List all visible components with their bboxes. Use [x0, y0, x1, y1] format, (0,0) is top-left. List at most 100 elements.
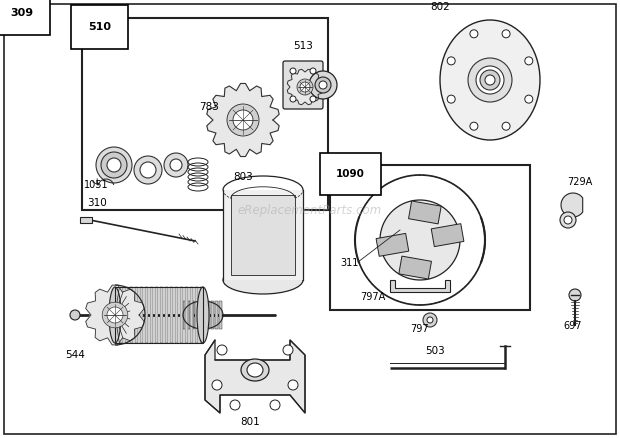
Bar: [219, 301, 221, 329]
Ellipse shape: [241, 359, 269, 381]
Bar: [223, 190, 303, 280]
Bar: [399, 256, 432, 279]
Circle shape: [476, 66, 504, 94]
Bar: [180, 287, 183, 343]
Circle shape: [319, 81, 327, 89]
Text: 309: 309: [10, 8, 33, 18]
Circle shape: [447, 57, 455, 65]
Polygon shape: [205, 340, 305, 413]
Text: 801: 801: [240, 417, 260, 427]
Circle shape: [300, 82, 310, 92]
Text: 1051: 1051: [84, 180, 108, 190]
Bar: [130, 287, 133, 343]
Circle shape: [96, 147, 132, 183]
Bar: [211, 301, 213, 329]
Circle shape: [104, 155, 124, 175]
Polygon shape: [561, 193, 583, 217]
Text: 310: 310: [87, 198, 107, 208]
Circle shape: [423, 313, 437, 327]
Bar: [215, 301, 218, 329]
Circle shape: [217, 345, 227, 355]
Bar: [376, 233, 409, 256]
Ellipse shape: [247, 363, 263, 377]
Ellipse shape: [223, 266, 303, 294]
Circle shape: [502, 122, 510, 130]
Circle shape: [470, 122, 478, 130]
Bar: [170, 287, 173, 343]
Circle shape: [480, 70, 500, 90]
Bar: [125, 287, 128, 343]
Bar: [165, 287, 168, 343]
Circle shape: [564, 216, 572, 224]
Circle shape: [502, 30, 510, 38]
Bar: [82, 18, 328, 210]
Polygon shape: [207, 84, 279, 156]
Circle shape: [270, 400, 280, 410]
Bar: [231, 195, 295, 275]
Circle shape: [569, 289, 581, 301]
Bar: [409, 201, 441, 224]
Bar: [330, 165, 530, 310]
Circle shape: [297, 79, 313, 95]
Circle shape: [525, 57, 533, 65]
Bar: [203, 301, 205, 329]
Bar: [191, 301, 193, 329]
Circle shape: [233, 110, 253, 130]
Text: 803: 803: [233, 172, 253, 182]
Circle shape: [315, 77, 331, 93]
Bar: [195, 301, 198, 329]
Circle shape: [427, 317, 433, 323]
Text: 729A: 729A: [567, 177, 592, 187]
Circle shape: [310, 96, 316, 102]
Circle shape: [212, 380, 222, 390]
Circle shape: [283, 345, 293, 355]
Bar: [200, 287, 203, 343]
Bar: [175, 287, 178, 343]
Text: 503: 503: [425, 346, 445, 356]
Bar: [80, 217, 92, 223]
Bar: [183, 301, 185, 329]
Circle shape: [102, 302, 128, 328]
Circle shape: [290, 96, 296, 102]
Bar: [150, 287, 153, 343]
Text: 697: 697: [563, 321, 582, 331]
Bar: [432, 224, 464, 247]
Text: 1090: 1090: [336, 169, 365, 179]
Bar: [120, 287, 123, 343]
Circle shape: [470, 30, 478, 38]
Circle shape: [134, 156, 162, 184]
Circle shape: [485, 75, 495, 85]
Polygon shape: [86, 285, 144, 345]
Ellipse shape: [440, 20, 540, 140]
Text: 311: 311: [340, 258, 358, 268]
Circle shape: [227, 104, 259, 136]
Circle shape: [310, 68, 316, 74]
Bar: [160, 287, 163, 343]
Bar: [115, 287, 118, 343]
Bar: [187, 301, 190, 329]
Circle shape: [107, 307, 123, 323]
Circle shape: [101, 152, 127, 178]
Bar: [115, 287, 203, 343]
Bar: [185, 287, 188, 343]
Polygon shape: [287, 69, 322, 105]
Circle shape: [230, 400, 240, 410]
Circle shape: [140, 162, 156, 178]
Ellipse shape: [109, 287, 121, 343]
Text: 783: 783: [199, 102, 219, 112]
Bar: [140, 287, 143, 343]
Text: 510: 510: [88, 22, 111, 32]
Bar: [195, 287, 198, 343]
Text: eReplacementParts.com: eReplacementParts.com: [238, 204, 382, 217]
Text: 513: 513: [293, 41, 313, 51]
Text: 802: 802: [430, 2, 450, 12]
Bar: [135, 287, 138, 343]
Circle shape: [309, 71, 337, 99]
Circle shape: [560, 212, 576, 228]
Bar: [145, 287, 148, 343]
Bar: [155, 287, 158, 343]
Circle shape: [290, 68, 296, 74]
Ellipse shape: [380, 200, 460, 280]
Circle shape: [288, 380, 298, 390]
Ellipse shape: [197, 287, 209, 343]
